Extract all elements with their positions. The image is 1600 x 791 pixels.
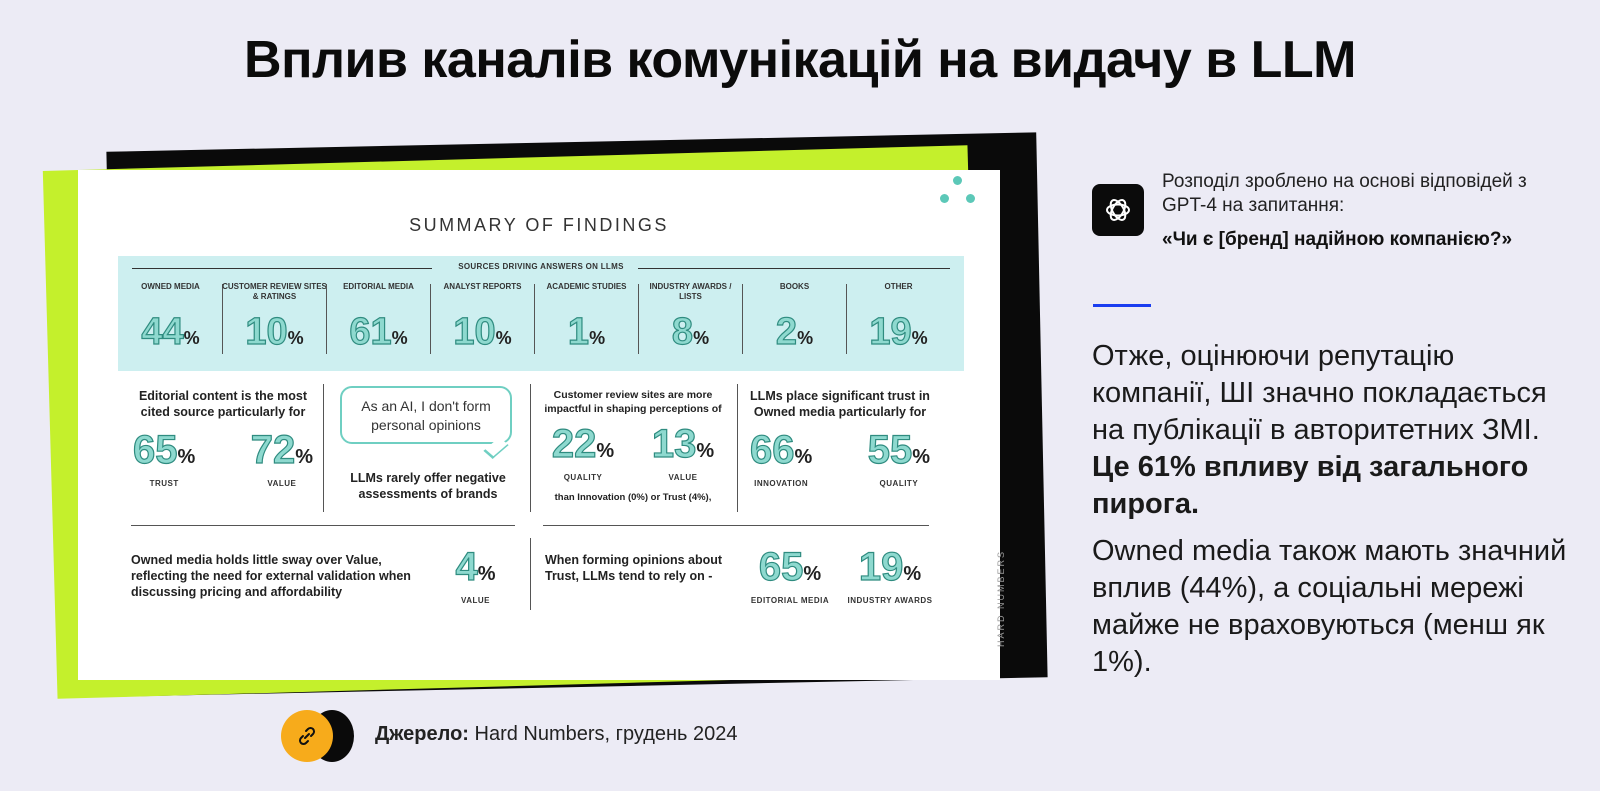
finding-value-stat: 4% VALUE [455,544,496,605]
source-citation: Джерело: Hard Numbers, грудень 2024 [375,723,738,746]
sources-heading: SOURCES DRIVING ANSWERS ON LLMS [118,262,964,271]
page-title: Вплив каналів комунікацій на видачу в LL… [244,31,1356,89]
source-other: OTHER 19% [869,282,928,353]
finding-trust-sources: When forming opinions about Trust, LLMs … [545,553,723,583]
accent-divider [1093,304,1151,307]
source-analyst-reports: ANALYST REPORTS 10% [443,282,522,353]
summary-text: Отже, оцінюючи репутацію компанії, ШІ зн… [1092,340,1547,446]
source-value: Hard Numbers, грудень 2024 [474,723,738,745]
finding-editorial: Editorial content is the most cited sour… [132,389,313,488]
finding-customer-reviews: Customer review sites are more impactful… [544,389,722,503]
source-editorial-media: EDITORIAL MEDIA 61% [343,282,414,353]
ai-quote-bubble: As an AI, I don't form personal opinions [340,386,512,444]
brand-dots-icon [940,176,976,206]
summary-paragraph-2: Owned media також мають значний вплив (4… [1092,535,1567,678]
openai-icon [1092,184,1144,236]
finding-negative-assessments: LLMs rarely offer negative assessments o… [350,471,506,501]
slide-heading: SUMMARY OF FINDINGS [409,215,669,235]
findings-slide-image: SUMMARY OF FINDINGS SOURCES DRIVING ANSW… [78,170,1006,680]
finding-owned-media-trust: LLMs place significant trust in Owned me… [749,389,930,488]
sources-panel: SOURCES DRIVING ANSWERS ON LLMS OWNED ME… [118,256,964,371]
brand-vertical-text: HARD NUMBERS [996,550,1006,648]
source-industry-awards: INDUSTRY AWARDS / LISTS 8% [649,282,732,353]
gpt-caption: Розподіл зроблено на основі відповідей з… [1162,171,1527,216]
gpt-question: «Чи є [бренд] надійною компанією?» [1162,229,1513,250]
source-label: Джерело: [375,723,469,745]
source-customer-review: CUSTOMER REVIEW SITES & RATINGS 10% [222,282,327,353]
finding-trust-awards: 19% INDUSTRY AWARDS [847,544,933,605]
summary-paragraph-1: Отже, оцінюючи репутацію компанії, ШІ зн… [1092,338,1572,523]
link-icon[interactable] [281,710,333,762]
finding-owned-media-value: Owned media holds little sway over Value… [131,553,411,599]
summary-highlight: Це 61% впливу від загального пирога. [1092,451,1529,520]
source-owned-media: OWNED MEDIA 44% [141,282,200,353]
source-books: BOOKS 2% [775,282,814,353]
finding-trust-editorial: 65% EDITORIAL MEDIA [750,544,830,605]
source-academic-studies: ACADEMIC STUDIES 1% [546,282,627,353]
